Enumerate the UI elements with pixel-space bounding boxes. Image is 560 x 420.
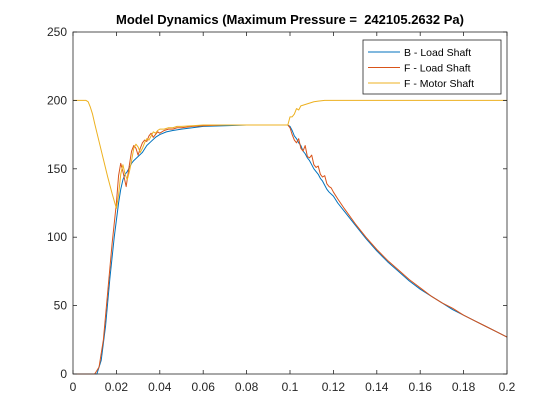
y-tick-label: 100: [47, 230, 67, 244]
legend-label-1: B - Load Shaft: [404, 47, 471, 59]
x-tick-label: 0.06: [192, 380, 216, 394]
x-tick-label: 0.14: [365, 380, 389, 394]
x-tick-label: 0.12: [322, 380, 346, 394]
x-tick-label: 0.16: [409, 380, 433, 394]
x-tick-label: 0.18: [452, 380, 476, 394]
x-tick-label: 0.04: [148, 380, 172, 394]
x-tick-label: 0.08: [235, 380, 259, 394]
legend-label-3: F - Motor Shaft: [404, 78, 474, 90]
legend[interactable]: B - Load Shaft F - Load Shaft F - Motor Sh…: [362, 39, 502, 95]
series-line-2: [73, 124, 508, 375]
x-tick-label: 0.02: [105, 380, 129, 394]
x-tick-label: 0: [70, 380, 77, 394]
series-layer: [73, 99, 508, 375]
x-tick-label: 0.1: [282, 380, 299, 394]
y-axis: 0 50 100 150 200 250: [47, 25, 507, 381]
x-axis: 0 0.02 0.04 0.06 0.08 0.1 0.12 0.14 0.16 0.18 0.2: [70, 32, 516, 394]
y-tick-label: 50: [54, 299, 68, 313]
x-tick-label: 0.2: [499, 380, 516, 394]
legend-items: B - Load Shaft F - Load Shaft F - Motor Sh…: [368, 47, 474, 90]
y-tick-label: 150: [47, 162, 67, 176]
series-line-3: [73, 99, 507, 209]
y-tick-label: 250: [47, 25, 67, 39]
legend-label-2: F - Load Shaft: [404, 63, 471, 75]
chart-title: Model Dynamics (Maximum Pressure = 24210…: [116, 12, 464, 27]
y-tick-label: 200: [47, 93, 67, 107]
y-tick-label: 0: [60, 367, 67, 381]
